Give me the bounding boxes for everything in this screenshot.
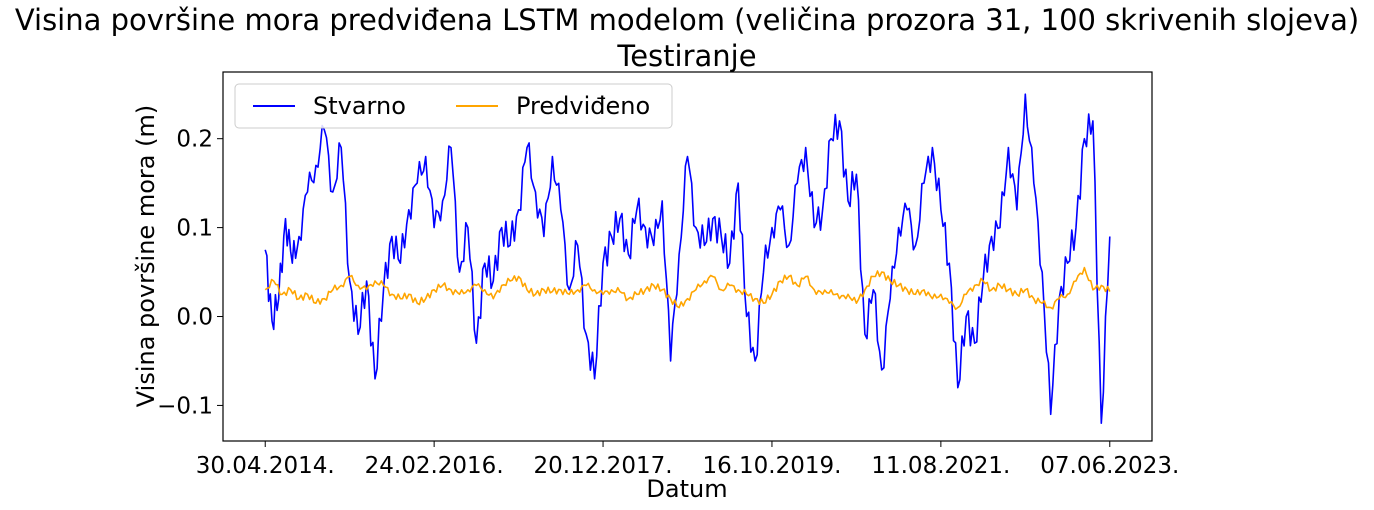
series-line-predvideno xyxy=(264,266,1111,311)
axes-frame xyxy=(222,71,1153,442)
x-tick-label: 20.12.2017. xyxy=(534,453,673,479)
x-axis-ticks: 30.04.2014. 24.02.2016. 20.12.2017. 16.10.2… xyxy=(196,441,1179,479)
y-axis-ticks: −0.1 0.0 0.1 0.2 xyxy=(157,127,223,419)
legend-frame xyxy=(234,83,673,129)
x-tick-label: 16.10.2019. xyxy=(702,453,841,479)
y-tick-label: −0.1 xyxy=(157,393,213,419)
chart-subtitle: Testiranje xyxy=(616,39,756,73)
x-axis-label: Datum xyxy=(646,475,727,503)
y-axis-label: Visina površine mora (m) xyxy=(132,105,160,407)
x-tick-label: 07.06.2023. xyxy=(1040,453,1179,479)
y-tick-label: 0.2 xyxy=(176,127,213,153)
y-tick-label: 0.0 xyxy=(176,305,213,331)
legend: Stvarno Predviđeno xyxy=(234,83,673,129)
series-line-stvarno xyxy=(264,93,1111,424)
plot-area xyxy=(264,93,1111,424)
chart-title: Visina površine mora predviđena LSTM mod… xyxy=(15,3,1359,37)
legend-label-predvideno: Predviđeno xyxy=(516,92,650,120)
y-tick-label: 0.1 xyxy=(176,216,213,242)
x-tick-label: 11.08.2021. xyxy=(871,453,1010,479)
x-tick-label: 24.02.2016. xyxy=(365,453,504,479)
x-tick-label: 30.04.2014. xyxy=(196,453,335,479)
legend-label-stvarno: Stvarno xyxy=(313,92,406,120)
